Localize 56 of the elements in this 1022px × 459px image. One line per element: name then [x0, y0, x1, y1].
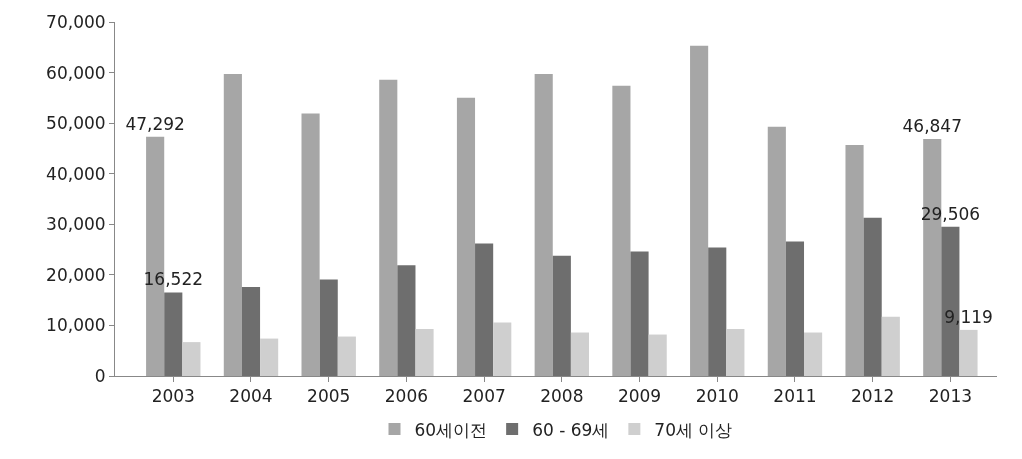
bar: [319, 279, 338, 376]
x-tick-label: 2006: [384, 386, 429, 407]
y-tick-label: 50,000: [46, 113, 106, 134]
bar: [534, 74, 553, 376]
legend-label: 60 - 69세: [532, 419, 610, 440]
bar: [767, 126, 786, 376]
bar: [241, 286, 261, 376]
data-label: 29,506: [920, 203, 981, 224]
bar: [726, 328, 745, 376]
bar: [881, 316, 900, 376]
legend-label: 70세 이상: [654, 419, 733, 440]
y-tick-label: 20,000: [46, 264, 106, 285]
x-tick-label: 2003: [151, 386, 195, 407]
x-tick-label: 2012: [851, 386, 895, 407]
bar: [164, 292, 183, 376]
x-tick-label: 2004: [229, 386, 273, 407]
legend-label: 60세이전: [414, 419, 488, 440]
bar: [415, 328, 434, 376]
bar: [804, 332, 823, 376]
bar: [493, 322, 512, 376]
data-label: 47,292: [125, 113, 185, 134]
bar: [182, 342, 201, 376]
x-tick-label: 2010: [695, 386, 739, 407]
bar: [475, 243, 494, 376]
bar: [301, 113, 320, 376]
data-label: 46,847: [902, 116, 962, 137]
bar: [690, 45, 709, 376]
x-tick-label: 2007: [462, 386, 506, 407]
bar: [223, 74, 242, 376]
bar: [845, 144, 864, 376]
bar: [397, 265, 416, 376]
bar: [379, 79, 398, 376]
bar: [552, 255, 571, 376]
bar: [648, 334, 667, 376]
y-tick-label: 30,000: [46, 214, 106, 235]
bar: [260, 338, 279, 376]
y-tick-label: 10,000: [46, 315, 106, 336]
bar: [959, 329, 978, 376]
bar: [863, 217, 882, 376]
x-tick-label: 2013: [928, 386, 972, 407]
bar: [708, 247, 727, 376]
x-tick-label: 2005: [307, 386, 351, 407]
x-tick-label: 2009: [617, 386, 662, 407]
bar: [612, 85, 631, 376]
bar: [456, 97, 476, 376]
y-tick-label: 60,000: [46, 62, 106, 83]
y-tick-label: 0: [94, 365, 106, 386]
x-tick-label: 2008: [540, 386, 584, 407]
data-label: 16,522: [143, 269, 204, 290]
x-tick-label: 2011: [773, 386, 817, 407]
bar: [630, 251, 649, 376]
y-tick-label: 70,000: [46, 11, 106, 32]
bar: [570, 332, 590, 376]
bar: [337, 336, 356, 376]
y-tick-label: 40,000: [46, 163, 106, 184]
bar: [785, 241, 805, 376]
